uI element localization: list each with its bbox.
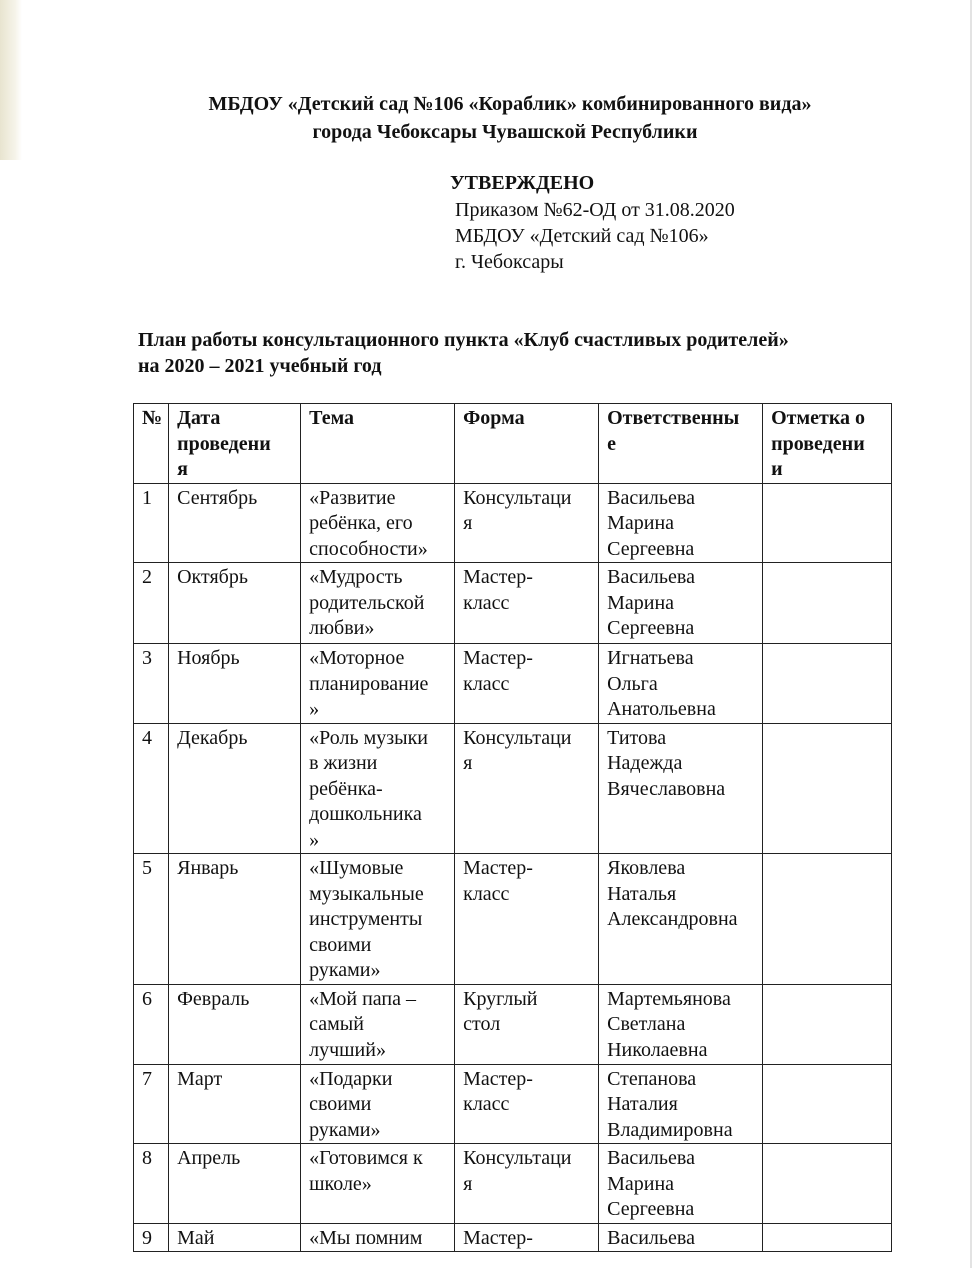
cell-mark	[762, 1063, 893, 1144]
cell-date: Сентябрь	[168, 482, 302, 563]
cell-date: Февраль	[168, 983, 302, 1065]
cell-topic: «Шумовые музыкальные инструменты своими …	[300, 853, 456, 985]
cell-form: Мастер- класс	[454, 1063, 600, 1144]
cell-number: 7	[132, 1063, 170, 1144]
org-name-line1: МБДОУ «Детский сад №106 «Кораблик» комби…	[208, 93, 812, 115]
cell-topic: «Подарки своими руками»	[300, 1063, 456, 1144]
cell-date: Март	[168, 1063, 302, 1144]
cell-number: 1	[132, 482, 170, 563]
table-row: 2 Октябрь «Мудрость родительской любви» Мас…	[132, 562, 893, 644]
cell-date: Май	[168, 1222, 302, 1252]
cell-form: Круглый стол	[454, 983, 600, 1065]
table-row: 1 Сентябрь «Развитие ребёнка, его способно…	[132, 482, 893, 563]
table-row: 5 Январь «Шумовые музыкальные инструменты …	[132, 853, 893, 985]
cell-responsible: Мартемьянова Светлана Николаевна	[598, 983, 764, 1065]
org-name-line2: города Чебоксары Чувашской Республики	[312, 121, 698, 143]
table-row: 9 Май «Мы помним Мастер- Васильева	[132, 1222, 893, 1252]
cell-number: 4	[132, 722, 170, 854]
cell-mark	[762, 1222, 893, 1252]
cell-number: 8	[132, 1143, 170, 1224]
cell-date: Январь	[168, 853, 302, 985]
cell-mark	[762, 643, 893, 724]
header-responsible: Ответственны е	[598, 403, 764, 484]
cell-number: 2	[132, 562, 170, 644]
cell-topic: «Моторное планирование »	[300, 643, 456, 724]
cell-mark	[762, 482, 893, 563]
cell-responsible: Васильева Марина Сергеевна	[598, 562, 764, 644]
cell-date: Ноябрь	[168, 643, 302, 724]
cell-number: 3	[132, 643, 170, 724]
cell-mark	[762, 722, 893, 854]
approval-title: УТВЕРЖДЕНО	[450, 172, 595, 194]
approval-city: г. Чебоксары	[455, 251, 564, 273]
cell-number: 6	[132, 983, 170, 1065]
table-row: 7 Март «Подарки своими руками» Мастер- клас…	[132, 1063, 893, 1144]
cell-topic: «Мой папа – самый лучший»	[300, 983, 456, 1065]
cell-form: Мастер- класс	[454, 562, 600, 644]
table-row: 6 Февраль «Мой папа – самый лучший» Круглый…	[132, 983, 893, 1065]
cell-date: Октябрь	[168, 562, 302, 644]
cell-date: Декабрь	[168, 722, 302, 854]
cell-form: Консультаци я	[454, 482, 600, 563]
cell-topic: «Мы помним	[300, 1222, 456, 1252]
table-row: 4 Декабрь «Роль музыки в жизни ребёнка- до…	[132, 722, 893, 854]
cell-responsible: Титова Надежда Вячеславовна	[598, 722, 764, 854]
cell-responsible: Яковлева Наталья Александровна	[598, 853, 764, 985]
cell-mark	[762, 562, 893, 644]
header-number: №	[132, 403, 170, 484]
scan-edge	[0, 0, 22, 160]
cell-mark	[762, 853, 893, 985]
cell-form: Мастер-	[454, 1222, 600, 1252]
cell-topic: «Мудрость родительской любви»	[300, 562, 456, 644]
table-row: 3 Ноябрь «Моторное планирование » Мастер- к…	[132, 643, 893, 724]
cell-topic: «Развитие ребёнка, его способности»	[300, 482, 456, 563]
scan-edge-right	[970, 0, 972, 1268]
header-mark: Отметка о проведени и	[762, 403, 893, 484]
cell-responsible: Васильева Марина Сергеевна	[598, 1143, 764, 1224]
cell-form: Мастер- класс	[454, 643, 600, 724]
table-header-row: № Дата проведени я Тема Форма Ответствен…	[132, 403, 893, 484]
header-date: Дата проведени я	[168, 403, 302, 484]
cell-responsible: Васильева Марина Сергеевна	[598, 482, 764, 563]
cell-responsible: Васильева	[598, 1222, 764, 1252]
cell-topic: «Роль музыки в жизни ребёнка- дошкольник…	[300, 722, 456, 854]
cell-responsible: Игнатьева Ольга Анатольевна	[598, 643, 764, 724]
plan-title-line1: План работы консультационного пункта «Кл…	[138, 329, 789, 351]
approval-org: МБДОУ «Детский сад №106»	[455, 225, 709, 247]
header-topic: Тема	[300, 403, 456, 484]
cell-date: Апрель	[168, 1143, 302, 1224]
cell-form: Консультаци я	[454, 722, 600, 854]
cell-mark	[762, 1143, 893, 1224]
cell-responsible: Степанова Наталия Владимировна	[598, 1063, 764, 1144]
cell-mark	[762, 983, 893, 1065]
plan-title-line2: на 2020 – 2021 учебный год	[138, 355, 382, 377]
plan-table: № Дата проведени я Тема Форма Ответствен…	[132, 403, 893, 1252]
cell-number: 5	[132, 853, 170, 985]
cell-form: Консультаци я	[454, 1143, 600, 1224]
header-form: Форма	[454, 403, 600, 484]
cell-form: Мастер- класс	[454, 853, 600, 985]
cell-topic: «Готовимся к школе»	[300, 1143, 456, 1224]
cell-number: 9	[132, 1222, 170, 1252]
approval-order: Приказом №62-ОД от 31.08.2020	[455, 199, 735, 221]
